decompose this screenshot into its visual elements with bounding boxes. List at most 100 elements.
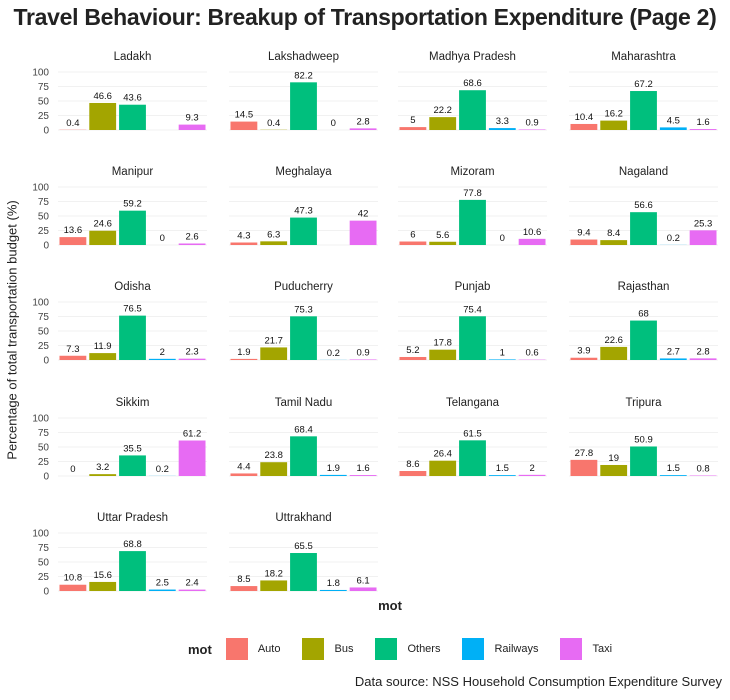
data-label-telangana-taxi: 2 [529, 463, 534, 474]
data-label-punjab-bus: 17.8 [433, 338, 452, 349]
bar-ladakh-others [119, 104, 146, 130]
bar-maharashtra-railways [659, 127, 687, 130]
data-label-nagaland-bus: 8.4 [607, 228, 620, 239]
data-label-manipur-taxi: 2.6 [185, 231, 198, 242]
data-label-telangana-bus: 26.4 [433, 449, 452, 460]
y-tick-label: 75 [38, 82, 50, 93]
y-tick-label: 25 [38, 226, 50, 237]
bar-puducherry-bus [260, 347, 288, 360]
y-tick-label: 0 [43, 126, 49, 137]
y-tick-label: 50 [38, 97, 50, 108]
bar-odisha-bus [89, 353, 117, 360]
data-label-meghalaya-others: 47.3 [294, 206, 313, 217]
facet-title-madhya-pradesh: Madhya Pradesh [429, 51, 516, 63]
legend-label-bus: Bus [334, 643, 354, 655]
bar-sikkim-others [119, 455, 146, 476]
y-tick-label: 50 [38, 558, 50, 569]
facet-title-maharashtra: Maharashtra [611, 51, 676, 63]
bar-uttrakhand-taxi [349, 587, 377, 591]
data-label-punjab-railways: 1 [500, 347, 505, 358]
bar-punjab-bus [429, 349, 457, 360]
bar-uttrakhand-bus [260, 580, 288, 591]
y-tick-label: 75 [38, 428, 50, 439]
data-label-madhya-pradesh-railways: 3.3 [496, 116, 509, 127]
x-axis-label: mot [378, 598, 402, 613]
bar-manipur-auto [59, 237, 87, 245]
data-label-telangana-others: 61.5 [463, 428, 482, 439]
bar-puducherry-others [290, 316, 317, 360]
bar-maharashtra-bus [600, 120, 628, 130]
bar-maharashtra-taxi [689, 129, 717, 130]
legend-swatch-railways [462, 638, 485, 660]
bar-telangana-auto [399, 471, 427, 476]
facet-title-tripura: Tripura [626, 397, 663, 409]
bar-sikkim-bus [89, 474, 117, 476]
bar-nagaland-auto [570, 239, 598, 245]
data-label-manipur-railways: 0 [160, 233, 165, 244]
bar-odisha-railways [148, 358, 176, 360]
bar-uttar-pradesh-others [119, 551, 146, 591]
data-label-nagaland-railways: 0.2 [667, 233, 680, 244]
legend-item-taxi: Taxi [560, 638, 612, 660]
facet-title-telangana: Telangana [446, 397, 500, 409]
legend-label-auto: Auto [257, 643, 281, 655]
bar-uttar-pradesh-bus [89, 581, 117, 591]
legend-item-railways: Railways [462, 638, 538, 660]
legend-label-taxi: Taxi [592, 643, 613, 655]
bar-manipur-taxi [178, 243, 206, 245]
y-tick-label: 100 [32, 298, 49, 309]
facet-title-sikkim: Sikkim [116, 397, 150, 409]
bar-madhya-pradesh-auto [399, 127, 427, 130]
bar-odisha-taxi [178, 358, 206, 360]
data-label-ladakh-others: 43.6 [123, 93, 142, 104]
bar-madhya-pradesh-railways [488, 128, 516, 130]
legend-swatch-bus [302, 638, 325, 660]
facet-title-odisha: Odisha [114, 281, 151, 293]
bar-rajasthan-taxi [689, 358, 717, 360]
data-label-maharashtra-others: 67.2 [634, 79, 653, 90]
bar-tamil-nadu-auto [230, 473, 258, 476]
bar-punjab-others [459, 316, 486, 360]
data-label-madhya-pradesh-bus: 22.2 [433, 105, 452, 116]
bar-meghalaya-others [290, 217, 317, 245]
data-label-puducherry-auto: 1.9 [237, 347, 250, 358]
bar-nagaland-others [630, 212, 657, 245]
data-label-maharashtra-auto: 10.4 [575, 112, 594, 123]
bar-sikkim-taxi [178, 440, 206, 476]
data-label-meghalaya-taxi: 42 [358, 209, 369, 220]
bar-nagaland-taxi [689, 230, 717, 245]
bar-punjab-railways [488, 359, 516, 360]
legend: mot Auto Bus Others Railways Taxi [188, 638, 634, 660]
bar-rajasthan-others [630, 320, 657, 360]
data-label-tripura-auto: 27.8 [575, 448, 594, 459]
data-label-tripura-bus: 19 [608, 453, 619, 464]
y-tick-label: 75 [38, 312, 50, 323]
data-label-mizoram-railways: 0 [500, 233, 505, 244]
bar-maharashtra-others [630, 91, 657, 130]
data-label-rajasthan-railways: 2.7 [667, 346, 680, 357]
data-label-ladakh-bus: 46.6 [93, 91, 112, 102]
data-label-manipur-bus: 24.6 [93, 219, 112, 230]
data-label-lakshadweep-others: 82.2 [294, 70, 313, 81]
y-tick-label: 100 [32, 183, 49, 194]
data-label-uttar-pradesh-railways: 2.5 [156, 578, 169, 589]
facet-title-uttrakhand: Uttrakhand [275, 512, 331, 524]
data-label-tripura-railways: 1.5 [667, 463, 680, 474]
facet-title-uttar-pradesh: Uttar Pradesh [97, 512, 168, 524]
y-tick-label: 50 [38, 212, 50, 223]
legend-title: mot [188, 641, 212, 657]
bar-madhya-pradesh-bus [429, 117, 457, 130]
data-label-ladakh-auto: 0.4 [66, 118, 79, 129]
data-label-rajasthan-taxi: 2.8 [696, 346, 709, 357]
facet-title-mizoram: Mizoram [450, 166, 494, 178]
data-label-manipur-others: 59.2 [123, 199, 142, 210]
bar-mizoram-bus [429, 241, 457, 245]
data-label-sikkim-taxi: 61.2 [183, 429, 202, 440]
data-label-puducherry-others: 75.3 [294, 304, 313, 315]
bar-rajasthan-auto [570, 357, 598, 360]
bar-tamil-nadu-bus [260, 462, 288, 476]
legend-swatch-taxi [560, 638, 583, 660]
data-label-puducherry-bus: 21.7 [264, 335, 283, 346]
legend-label-railways: Railways [494, 643, 539, 655]
data-label-odisha-bus: 11.9 [94, 341, 112, 352]
